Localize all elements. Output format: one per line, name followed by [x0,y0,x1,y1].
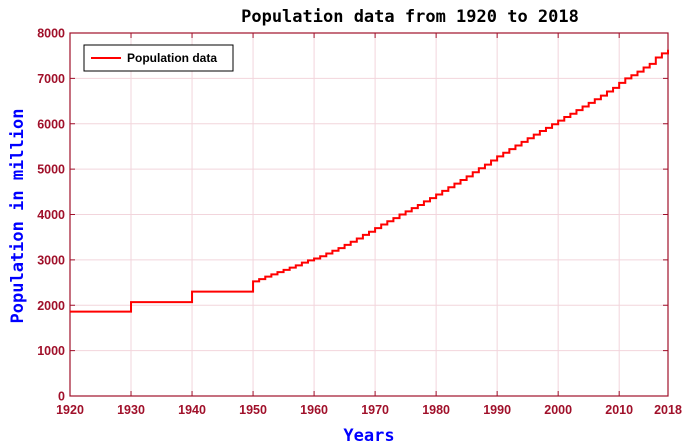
series-line-0 [70,49,669,313]
x-tick-label: 1960 [300,403,328,417]
y-tick-label: 2000 [37,299,65,313]
y-tick-label: 1000 [37,344,65,358]
legend: Population data [83,44,234,72]
chart-title: Population data from 1920 to 2018 [241,7,579,27]
x-axis-label: Years [343,426,394,446]
y-axis-label: Population in million [8,109,28,324]
y-tick-label: 4000 [37,208,65,222]
y-tick-label: 7000 [37,72,65,86]
grid-lines [69,32,669,397]
x-tick-label: 1990 [483,403,511,417]
x-tick-label: 1930 [117,403,145,417]
y-tick-label: 6000 [37,117,65,131]
x-tick-label: 2000 [544,403,572,417]
x-tick-label: 1970 [361,403,389,417]
y-tick-label: 8000 [37,27,65,41]
x-tick-label: 2018 [654,403,682,417]
y-tick-label: 5000 [37,163,65,177]
legend-label: Population data [127,51,217,65]
y-tick-label: 0 [58,390,65,404]
y-axis-ticks: 0 1000 2000 3000 4000 5000 6000 7000 8000 [37,27,668,404]
x-tick-label: 1980 [422,403,450,417]
x-tick-label: 1940 [178,403,206,417]
x-tick-label: 1920 [56,403,84,417]
x-tick-label: 1950 [239,403,267,417]
x-axis-ticks: 1920 1930 1940 1950 1960 1970 1980 1990 2000 2010… [56,33,682,417]
series-group [70,49,669,313]
x-tick-label: 2010 [605,403,633,417]
y-tick-label: 3000 [37,253,65,267]
